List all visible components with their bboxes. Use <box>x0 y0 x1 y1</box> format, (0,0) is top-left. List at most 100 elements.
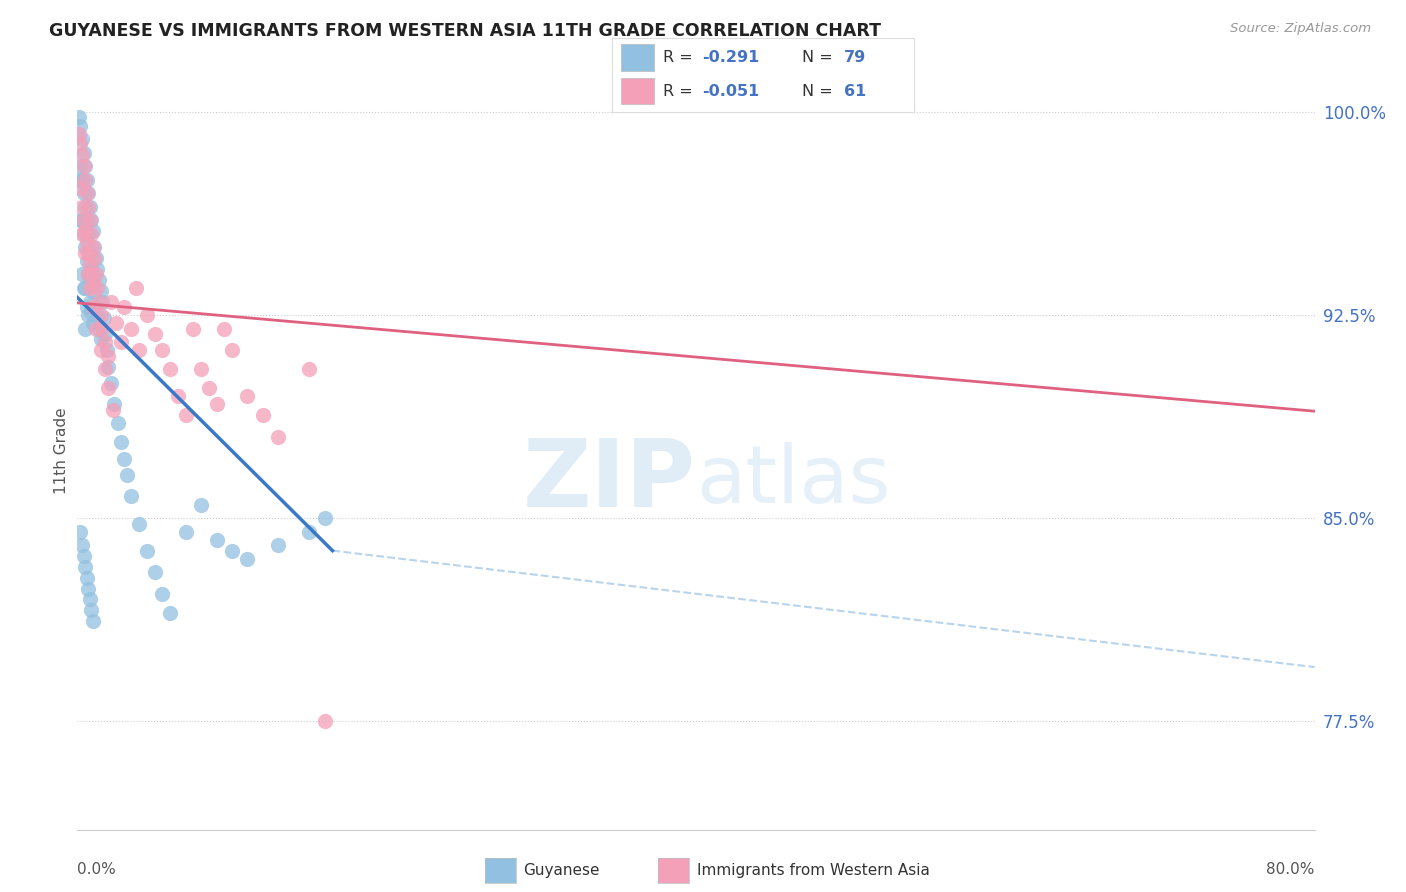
Point <box>190 362 212 376</box>
Point <box>76 213 98 227</box>
Point <box>76 235 98 249</box>
Point <box>314 511 336 525</box>
Point <box>159 362 181 376</box>
Point <box>101 402 124 417</box>
Point <box>77 186 100 201</box>
Point <box>93 310 115 325</box>
Point <box>70 213 93 227</box>
Point <box>80 603 103 617</box>
Point <box>76 571 98 585</box>
Point <box>190 498 212 512</box>
Point <box>75 281 96 295</box>
Point <box>152 343 174 358</box>
Point <box>82 273 104 287</box>
Text: N =: N = <box>801 84 838 98</box>
Point <box>91 321 114 335</box>
Point <box>105 316 128 330</box>
Point <box>82 316 104 330</box>
Point <box>77 308 100 322</box>
Point <box>69 119 91 133</box>
Point <box>80 268 103 282</box>
Point <box>83 251 105 265</box>
Point <box>91 294 114 309</box>
Point <box>72 145 94 160</box>
Text: Guyanese: Guyanese <box>523 863 599 878</box>
Point <box>97 381 120 395</box>
Point <box>70 148 93 162</box>
Point <box>69 213 91 227</box>
Point <box>84 251 107 265</box>
Point <box>82 300 104 314</box>
Point <box>86 262 108 277</box>
Point <box>72 186 94 201</box>
Point <box>79 592 101 607</box>
Point <box>82 224 104 238</box>
Point <box>128 343 150 358</box>
Point <box>70 538 93 552</box>
Point <box>100 294 122 309</box>
Point <box>79 281 101 295</box>
Point <box>75 321 96 335</box>
Point <box>221 343 243 358</box>
Point <box>267 538 290 552</box>
Point <box>205 533 228 547</box>
Point <box>75 224 96 238</box>
Point <box>94 335 117 350</box>
Point <box>152 587 174 601</box>
Text: 80.0%: 80.0% <box>1267 862 1315 877</box>
Point <box>72 159 94 173</box>
Point <box>72 281 94 295</box>
Point <box>121 321 143 335</box>
Point <box>77 227 100 241</box>
Point <box>143 326 166 341</box>
Point <box>86 310 108 325</box>
Point <box>80 213 103 227</box>
Point <box>69 137 91 152</box>
Point <box>94 326 117 341</box>
Point <box>94 362 117 376</box>
Point <box>67 172 90 186</box>
Point <box>69 524 91 539</box>
Point <box>72 213 94 227</box>
Point <box>77 268 100 282</box>
Point <box>84 268 107 282</box>
Point <box>84 300 107 314</box>
Point <box>76 172 98 186</box>
Point <box>83 240 105 254</box>
Point <box>314 714 336 729</box>
Point <box>75 560 96 574</box>
Point <box>79 257 101 271</box>
Point <box>80 227 103 241</box>
Point <box>125 281 148 295</box>
Point <box>77 200 100 214</box>
Point <box>107 417 129 431</box>
Point <box>112 300 135 314</box>
Point <box>70 132 93 146</box>
Point <box>72 227 94 241</box>
Point <box>80 305 103 319</box>
Point <box>70 200 93 214</box>
Point <box>97 359 120 374</box>
Point <box>214 321 236 335</box>
Point <box>67 127 90 141</box>
Point <box>82 240 104 254</box>
Point <box>97 349 120 363</box>
Text: GUYANESE VS IMMIGRANTS FROM WESTERN ASIA 11TH GRADE CORRELATION CHART: GUYANESE VS IMMIGRANTS FROM WESTERN ASIA… <box>49 22 882 40</box>
Point <box>87 294 110 309</box>
FancyBboxPatch shape <box>620 78 654 104</box>
Point <box>115 467 138 482</box>
Point <box>77 268 100 282</box>
Point <box>205 397 228 411</box>
Point <box>90 284 112 298</box>
Point <box>80 262 103 277</box>
Point <box>103 397 125 411</box>
Point <box>76 300 98 314</box>
Point <box>70 268 93 282</box>
Text: R =: R = <box>664 84 697 98</box>
Point <box>167 389 190 403</box>
Point <box>72 549 94 563</box>
Point <box>121 490 143 504</box>
Point <box>183 321 205 335</box>
Point <box>75 200 96 214</box>
Point <box>236 389 259 403</box>
